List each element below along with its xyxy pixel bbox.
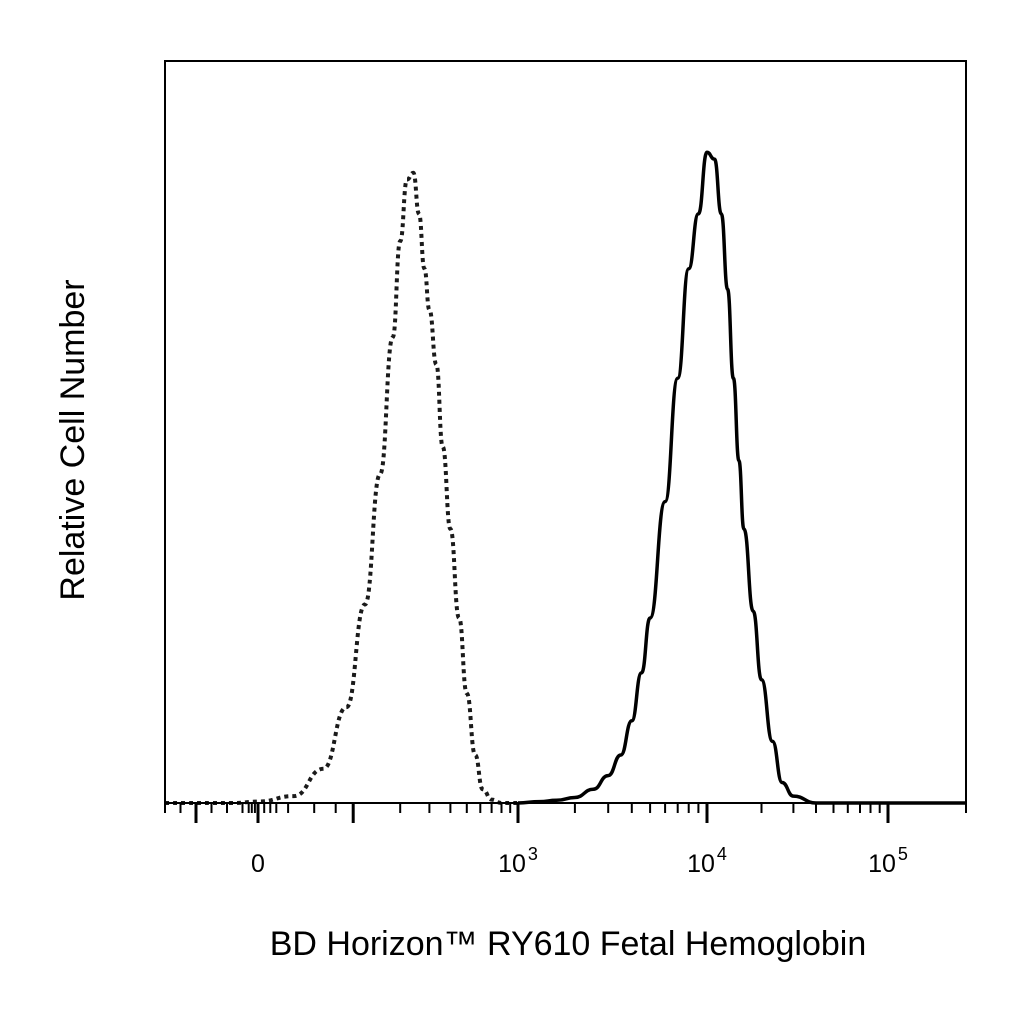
plot-frame-group	[164, 60, 967, 804]
x-tick-label: 0	[251, 850, 265, 878]
y-axis-label: Relative Cell Number	[54, 279, 92, 600]
x-axis-tick-labels: 0 10 3 10 4 10 5	[251, 844, 908, 878]
series-line-solid	[517, 150, 966, 805]
x-tick-label: 10 4	[687, 844, 727, 878]
x-axis-ticks	[164, 803, 967, 823]
x-axis-label: BD Horizon™ RY610 Fetal Hemoglobin	[270, 925, 867, 963]
x-tick-label: 10 3	[498, 844, 538, 878]
series-line-dotted	[165, 170, 518, 806]
x-tick-label: 10 5	[868, 844, 908, 878]
plot-frame	[164, 60, 967, 804]
plot-curves	[165, 150, 966, 806]
